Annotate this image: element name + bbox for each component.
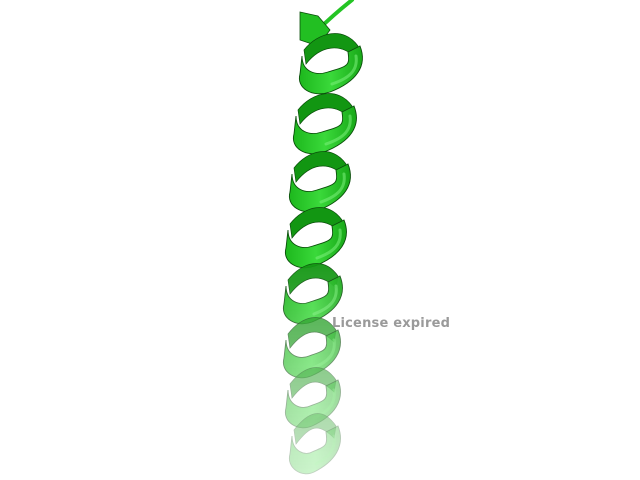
helix-highlight (315, 228, 342, 260)
helix-front-ribbon (288, 163, 351, 213)
helix-highlight (312, 284, 338, 316)
helix-highlight (311, 338, 336, 370)
helix-front-ribbon (292, 105, 357, 155)
helix-front-ribbon (284, 219, 347, 269)
helix-highlight (314, 434, 336, 466)
helix-highlight (324, 114, 352, 146)
helix-front-ribbon (288, 425, 341, 475)
helix-highlight (319, 172, 346, 204)
license-watermark: License expired (332, 316, 451, 331)
helix-highlight (330, 54, 358, 86)
helix-front-ribbon (282, 329, 341, 379)
helix-front-ribbon (298, 45, 363, 95)
helix-front-ribbon (284, 379, 341, 429)
helix-front-ribbon (282, 275, 343, 325)
